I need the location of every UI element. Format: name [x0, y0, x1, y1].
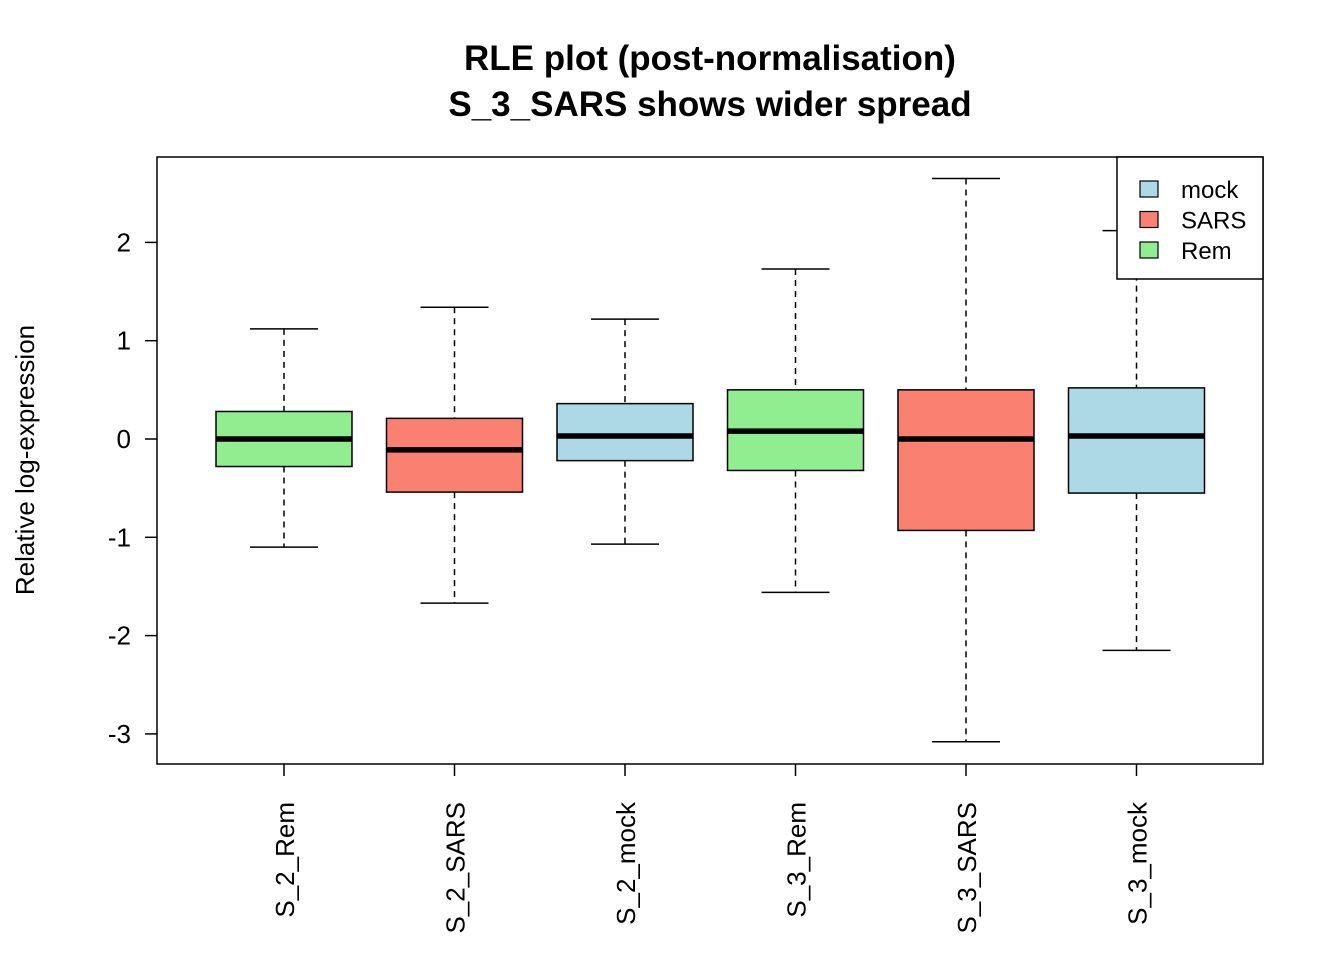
y-axis-label: Relative log-expression	[10, 325, 40, 595]
iqr-box	[556, 402, 694, 462]
x-tick-label: S_3_Rem	[782, 802, 812, 918]
x-tick-label: S_3_SARS	[952, 802, 982, 934]
plot-area: 2 1 0 -1 -2 -3 S_2_Rem S_2_SARS S_2_mock S_3_Rem S…	[108, 156, 1264, 934]
chart-subtitle: S_3_SARS shows wider spread	[448, 85, 971, 124]
box-S_2_mock	[556, 318, 694, 545]
box-S_3_mock	[1067, 229, 1206, 652]
box-S_2_SARS	[385, 306, 524, 604]
plot-frame	[156, 156, 1264, 765]
y-tick-label: -2	[108, 621, 131, 651]
iqr-box	[897, 389, 1035, 532]
legend-label-mock: mock	[1181, 177, 1239, 204]
x-tick-label: S_3_mock	[1123, 801, 1153, 925]
iqr-box	[1067, 387, 1206, 494]
legend: mock SARS Rem	[1116, 156, 1264, 280]
y-tick-label: 1	[117, 326, 131, 356]
x-tick-label: S_2_SARS	[441, 802, 471, 934]
y-tick-label: -3	[108, 719, 131, 749]
legend-swatch-mock	[1139, 180, 1159, 198]
legend-swatch-sars	[1139, 210, 1159, 229]
box-S_3_SARS	[897, 177, 1035, 743]
legend-swatch-rem	[1139, 241, 1159, 259]
x-tick-label: S_2_mock	[611, 801, 641, 925]
box-S_2_Rem	[215, 328, 353, 548]
x-tick-label: S_2_Rem	[270, 802, 300, 918]
y-tick-label: 2	[117, 227, 131, 257]
legend-label-rem: Rem	[1181, 238, 1232, 265]
box-S_3_Rem	[726, 268, 865, 594]
legend-label-sars: SARS	[1181, 208, 1246, 235]
y-tick-label: 0	[117, 424, 131, 454]
y-tick-label: -1	[108, 522, 131, 552]
iqr-box	[385, 417, 524, 493]
chart-title: RLE plot (post-normalisation)	[464, 39, 956, 78]
